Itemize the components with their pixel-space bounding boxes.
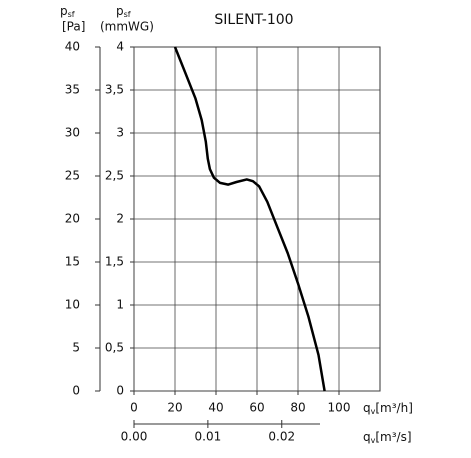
x2-tick-label: 0.00: [121, 430, 148, 444]
y-tick-label: 40: [65, 40, 80, 54]
subscript: v: [371, 407, 376, 416]
y2-tick-label: 2: [116, 212, 124, 226]
y2-axis-unit: (mmWG): [100, 20, 154, 34]
y2-tick-label: 0: [116, 384, 124, 398]
curve: [173, 46, 326, 392]
x-tick-label: 80: [290, 401, 305, 415]
y-tick-label: 10: [65, 298, 80, 312]
chart-title: SILENT-100: [214, 12, 293, 28]
y2-tick-label: 0,5: [105, 341, 124, 355]
y-tick-label: 35: [65, 83, 80, 97]
y-axis-symbol: psf: [60, 4, 75, 19]
x-tick-label: 60: [249, 401, 264, 415]
x-axis-label: qv[m³/h]: [363, 401, 413, 416]
x-tick-label: 0: [130, 401, 138, 415]
x2-tick-label: 0.02: [268, 430, 295, 444]
y-tick-label: 0: [72, 384, 80, 398]
unit: [m³/h]: [375, 401, 413, 415]
x-tick-label: 100: [328, 401, 351, 415]
y2-tick-label: 4: [116, 40, 124, 54]
y2-tick-label: 3,5: [105, 83, 124, 97]
y-axis-unit: [Pa]: [62, 20, 85, 34]
y-tick-label: 5: [72, 341, 80, 355]
y2-tick-label: 1: [116, 298, 124, 312]
x2-axis-label: qv[m³/s]: [363, 430, 412, 445]
unit: [m³/s]: [375, 430, 411, 444]
y2-tick-label: 1,5: [105, 255, 124, 269]
symbol: p: [60, 4, 68, 18]
y2-tick-label: 2,5: [105, 169, 124, 183]
x-tick-label: 20: [167, 401, 182, 415]
symbol: p: [116, 4, 124, 18]
y-tick-label: 25: [65, 169, 80, 183]
y2-axis-symbol: psf: [116, 4, 131, 19]
symbol: q: [363, 401, 371, 415]
subscript: v: [371, 436, 376, 445]
subscript: sf: [68, 10, 75, 19]
x-tick-label: 40: [208, 401, 223, 415]
subscript: sf: [124, 10, 131, 19]
y-tick-label: 30: [65, 126, 80, 140]
y2-tick-label: 3: [116, 126, 124, 140]
y-tick-label: 20: [65, 212, 80, 226]
y-tick-label: 15: [65, 255, 80, 269]
symbol: q: [363, 430, 371, 444]
x2-tick-label: 0.01: [195, 430, 222, 444]
